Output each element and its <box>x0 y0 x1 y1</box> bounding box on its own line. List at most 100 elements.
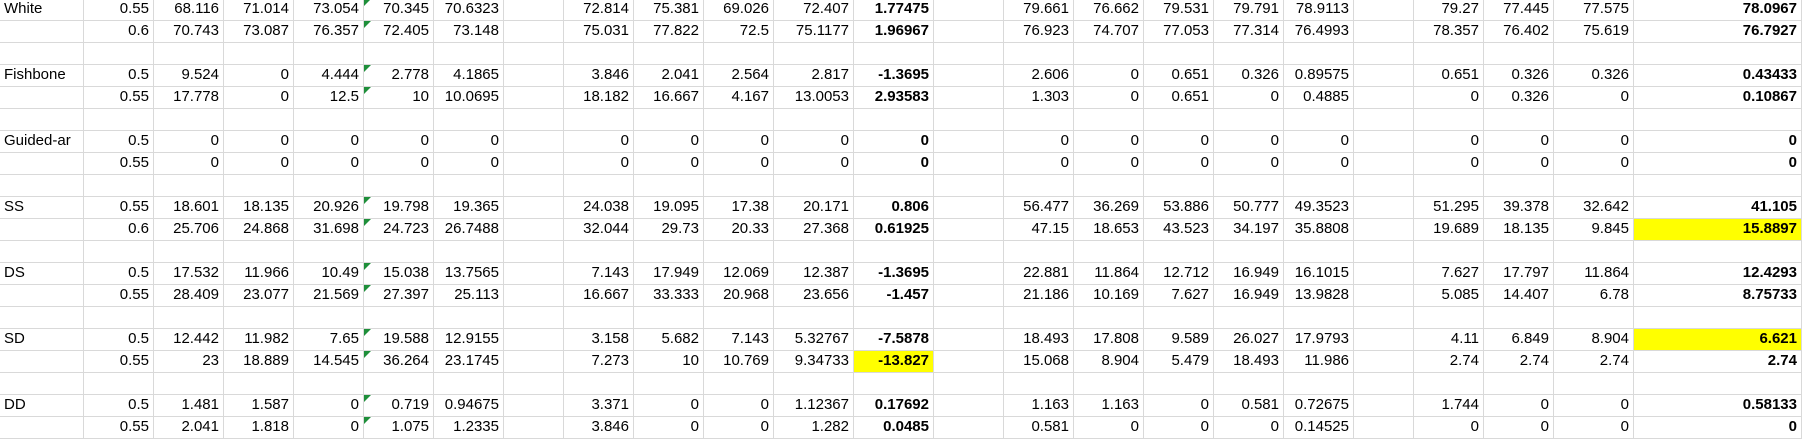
table-cell[interactable] <box>1284 373 1354 395</box>
table-cell[interactable] <box>84 373 154 395</box>
table-cell[interactable] <box>934 351 1004 373</box>
table-cell[interactable]: 16.667 <box>564 285 634 307</box>
table-cell[interactable]: 2.93583 <box>854 87 934 109</box>
table-cell[interactable]: 0.4885 <box>1284 87 1354 109</box>
table-cell[interactable]: 12.712 <box>1144 263 1214 285</box>
table-cell[interactable]: 78.9113 <box>1284 0 1354 21</box>
table-cell[interactable]: 32.044 <box>564 219 634 241</box>
table-cell[interactable]: 26.7488 <box>434 219 504 241</box>
table-cell[interactable]: 0 <box>634 395 704 417</box>
table-cell[interactable] <box>1284 241 1354 263</box>
table-cell[interactable] <box>1074 175 1144 197</box>
table-cell[interactable]: 50.777 <box>1214 197 1284 219</box>
table-cell[interactable]: 41.105 <box>1634 197 1802 219</box>
table-cell[interactable]: 12.9155 <box>434 329 504 351</box>
table-cell[interactable]: -1.457 <box>854 285 934 307</box>
row-label-cell[interactable] <box>0 153 84 175</box>
table-cell[interactable] <box>504 241 564 263</box>
table-cell[interactable]: 3.846 <box>564 417 634 439</box>
table-cell[interactable]: -13.827 <box>854 351 934 373</box>
table-cell[interactable]: 78.0967 <box>1634 0 1802 21</box>
table-cell[interactable]: 35.8808 <box>1284 219 1354 241</box>
table-cell[interactable] <box>1344 395 1414 417</box>
table-cell[interactable] <box>1344 131 1414 153</box>
table-cell[interactable]: 0 <box>1634 417 1802 439</box>
table-cell[interactable]: 5.682 <box>634 329 704 351</box>
table-cell[interactable]: 0 <box>1484 153 1554 175</box>
table-cell[interactable]: 0 <box>1414 87 1484 109</box>
table-cell[interactable]: 73.087 <box>224 21 294 43</box>
table-cell[interactable]: 31.698 <box>294 219 364 241</box>
table-cell[interactable]: 0 <box>634 131 704 153</box>
table-cell[interactable] <box>84 241 154 263</box>
table-cell[interactable] <box>934 417 1004 439</box>
table-cell[interactable]: 11.982 <box>224 329 294 351</box>
table-cell[interactable] <box>934 65 1004 87</box>
table-cell[interactable]: 13.9828 <box>1284 285 1354 307</box>
table-cell[interactable] <box>1344 197 1414 219</box>
table-cell[interactable]: 76.402 <box>1484 21 1554 43</box>
table-cell[interactable] <box>294 373 364 395</box>
table-cell[interactable]: 13.0053 <box>774 87 854 109</box>
table-cell[interactable]: 0 <box>1484 131 1554 153</box>
table-cell[interactable] <box>1634 373 1802 395</box>
table-cell[interactable]: 0 <box>1074 417 1144 439</box>
table-cell[interactable] <box>1344 109 1414 131</box>
table-cell[interactable]: 72.405 <box>364 21 434 43</box>
table-cell[interactable]: 17.532 <box>154 263 224 285</box>
table-cell[interactable] <box>934 109 1004 131</box>
table-cell[interactable]: 0 <box>704 395 774 417</box>
table-cell[interactable] <box>934 219 1004 241</box>
table-cell[interactable]: 0.719 <box>364 395 434 417</box>
table-cell[interactable]: 0 <box>1074 153 1144 175</box>
row-label-cell[interactable] <box>0 109 84 131</box>
table-cell[interactable]: 1.2335 <box>434 417 504 439</box>
table-cell[interactable] <box>84 43 154 65</box>
table-cell[interactable]: 9.34733 <box>774 351 854 373</box>
table-cell[interactable] <box>434 307 504 329</box>
table-cell[interactable]: 72.814 <box>564 0 634 21</box>
table-cell[interactable]: 0 <box>1074 65 1144 87</box>
table-cell[interactable]: 76.4993 <box>1284 21 1354 43</box>
table-cell[interactable]: 6.621 <box>1634 329 1802 351</box>
table-cell[interactable] <box>1004 43 1074 65</box>
table-cell[interactable]: 0 <box>854 131 934 153</box>
table-cell[interactable]: 1.075 <box>364 417 434 439</box>
table-cell[interactable]: 2.74 <box>1634 351 1802 373</box>
table-cell[interactable] <box>434 43 504 65</box>
table-cell[interactable]: 21.569 <box>294 285 364 307</box>
table-cell[interactable] <box>1344 21 1414 43</box>
table-cell[interactable] <box>934 43 1004 65</box>
table-cell[interactable] <box>154 43 224 65</box>
table-cell[interactable] <box>154 241 224 263</box>
table-cell[interactable]: 0.5 <box>84 263 154 285</box>
table-cell[interactable] <box>774 43 854 65</box>
table-cell[interactable] <box>704 109 774 131</box>
table-cell[interactable]: 76.7927 <box>1634 21 1802 43</box>
table-cell[interactable] <box>634 43 704 65</box>
table-cell[interactable]: 0 <box>774 153 854 175</box>
table-cell[interactable]: 0 <box>1144 131 1214 153</box>
table-cell[interactable] <box>774 109 854 131</box>
table-cell[interactable]: 0.6 <box>84 21 154 43</box>
table-cell[interactable]: 0 <box>1484 417 1554 439</box>
table-cell[interactable] <box>1284 307 1354 329</box>
table-cell[interactable]: 0 <box>434 153 504 175</box>
table-cell[interactable] <box>934 263 1004 285</box>
table-cell[interactable] <box>1484 307 1554 329</box>
table-cell[interactable]: 0.55 <box>84 0 154 21</box>
table-cell[interactable] <box>1414 241 1484 263</box>
table-cell[interactable]: 2.778 <box>364 65 434 87</box>
table-cell[interactable]: 0 <box>294 395 364 417</box>
table-cell[interactable]: 56.477 <box>1004 197 1074 219</box>
table-cell[interactable]: 3.158 <box>564 329 634 351</box>
table-cell[interactable] <box>504 109 564 131</box>
table-cell[interactable]: 39.378 <box>1484 197 1554 219</box>
table-cell[interactable]: 69.026 <box>704 0 774 21</box>
table-cell[interactable] <box>1634 241 1802 263</box>
table-cell[interactable]: 10.769 <box>704 351 774 373</box>
table-cell[interactable]: 33.333 <box>634 285 704 307</box>
table-cell[interactable]: 7.143 <box>704 329 774 351</box>
table-cell[interactable] <box>634 307 704 329</box>
table-cell[interactable]: 26.027 <box>1214 329 1284 351</box>
